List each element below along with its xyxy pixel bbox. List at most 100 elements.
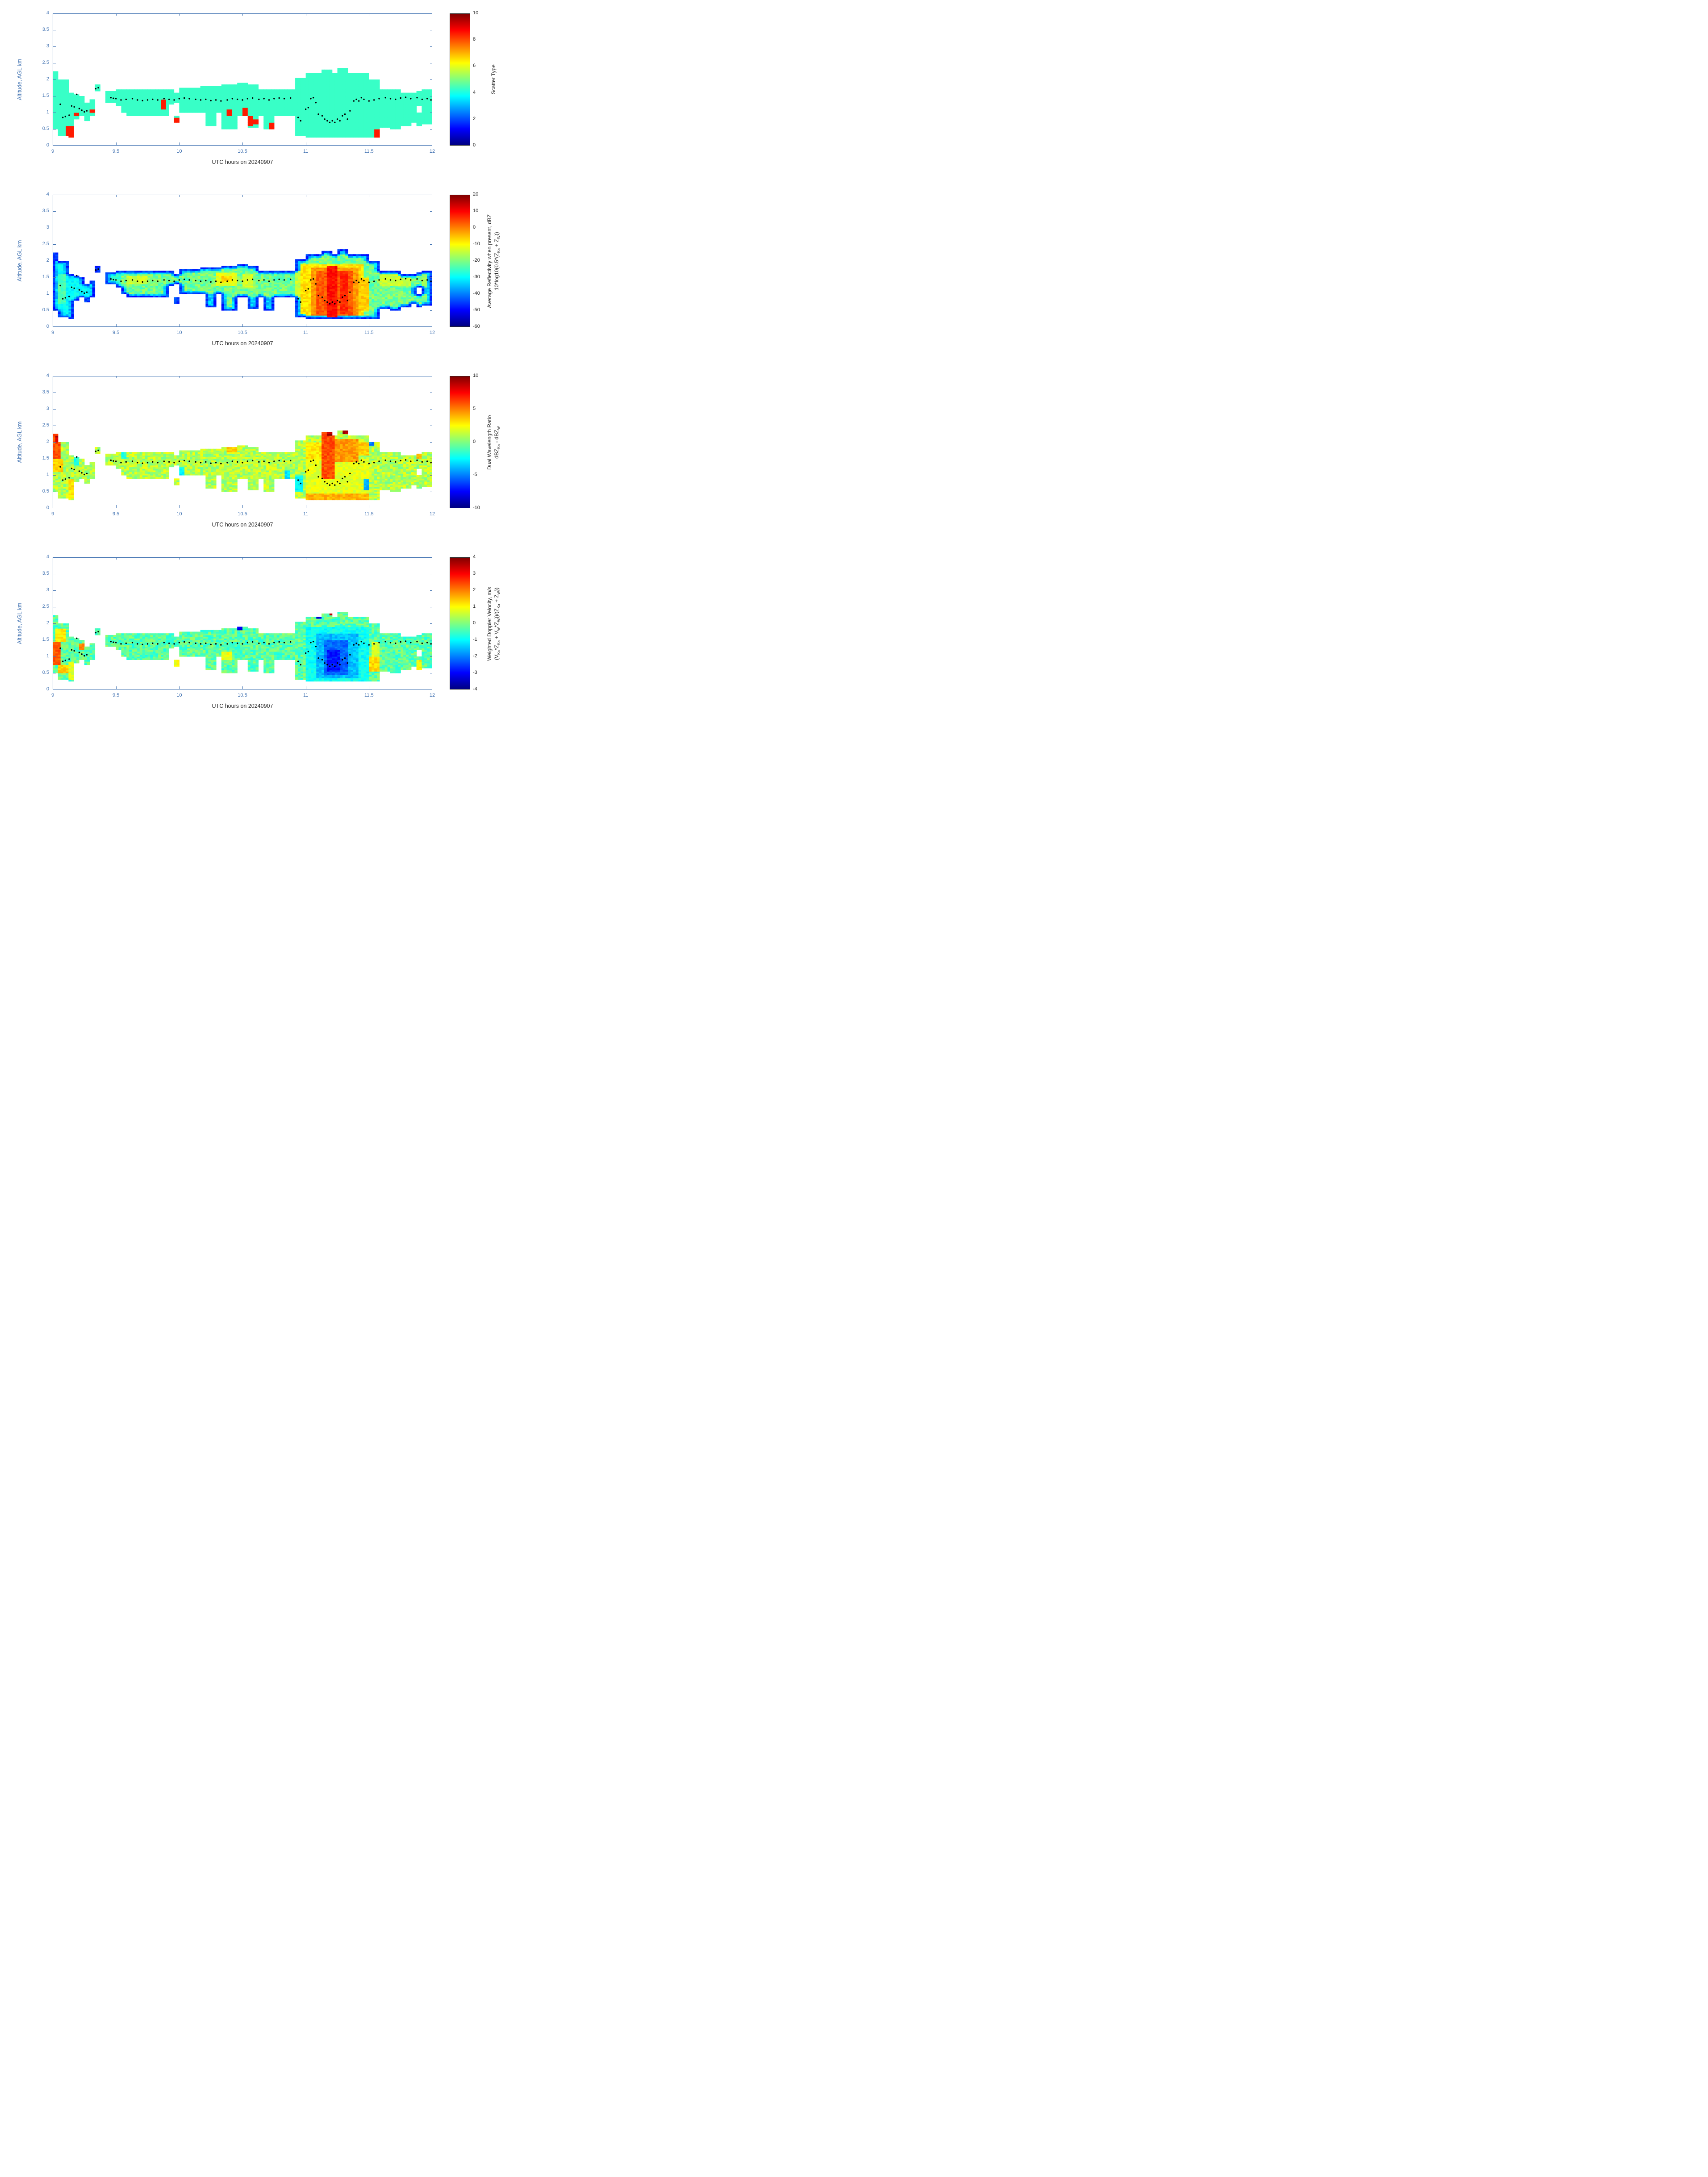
- y-tick-label: 0: [46, 686, 49, 692]
- colorbar-tick-label: -2: [473, 653, 477, 659]
- y-tick-label: 0: [46, 142, 49, 148]
- x-tick-label: 10.5: [238, 149, 247, 154]
- colorbar-tick-label: -10: [473, 505, 480, 510]
- x-tick-label: 9: [51, 693, 54, 698]
- y-tick-label: 3.5: [42, 208, 49, 213]
- colorbar-label: Scatter Type: [490, 0, 497, 182]
- y-tick-label: 1.5: [42, 274, 49, 280]
- colorbar-canvas: [450, 376, 470, 508]
- colorbar: [450, 13, 470, 146]
- x-tick-label: 11.5: [364, 149, 374, 154]
- y-tick-label: 3.5: [42, 27, 49, 32]
- y-tick-label: 1: [46, 109, 49, 115]
- colorbar-tick-label: 3: [473, 571, 476, 576]
- colorbar-label-line: Scatter Type: [490, 64, 497, 95]
- y-tick-label: 0: [46, 324, 49, 329]
- y-tick-label: 0.5: [42, 126, 49, 131]
- colorbar-label-line: Average Reflectivity when present, dBZ: [486, 214, 493, 308]
- panel-scatter-type: Altitude, AGL km Scatter Type UTC hours …: [0, 0, 569, 181]
- x-tick-label: 10: [176, 149, 182, 154]
- x-tick-label: 12: [429, 693, 435, 698]
- y-tick-label: 0.5: [42, 670, 49, 675]
- colorbar-tick-label: 10: [473, 10, 479, 16]
- x-tick-label: 12: [429, 149, 435, 154]
- colorbar-label-line: (VKa*ZKa + VW*ZW))/(ZKa + ZW)): [493, 587, 501, 660]
- colorbar-tick-label: 2: [473, 587, 476, 593]
- y-tick-label: 0: [46, 505, 49, 510]
- colorbar-canvas: [450, 13, 470, 146]
- x-axis-label: UTC hours on 20240907: [212, 159, 273, 165]
- y-tick-label: 4: [46, 554, 49, 560]
- x-axis-label: UTC hours on 20240907: [212, 340, 273, 347]
- y-tick-label: 1: [46, 291, 49, 296]
- plot-area: [53, 557, 432, 689]
- colorbar-tick-label: 8: [473, 37, 476, 42]
- y-tick-label: 2.5: [42, 241, 49, 247]
- plot-area: [53, 195, 432, 327]
- y-tick-label: 2.5: [42, 60, 49, 65]
- x-tick-label: 9: [51, 330, 54, 335]
- x-tick-label: 12: [429, 511, 435, 517]
- colorbar-tick-label: 4: [473, 89, 476, 95]
- x-tick-label: 11: [303, 511, 309, 517]
- y-tick-label: 4: [46, 192, 49, 197]
- x-tick-label: 10.5: [238, 511, 247, 517]
- x-tick-label: 9: [51, 149, 54, 154]
- x-axis-label: UTC hours on 20240907: [212, 522, 273, 528]
- x-tick-label: 11.5: [364, 330, 374, 335]
- colorbar-label-line: Weighted Doppler Velocity, m/s: [486, 586, 493, 661]
- x-tick-label: 9.5: [113, 149, 120, 154]
- y-tick-label: 4: [46, 373, 49, 378]
- y-tick-label: 3: [46, 225, 49, 230]
- x-tick-label: 11.5: [364, 693, 374, 698]
- colorbar-label-line: 10*log10(0.5*(ZKa + ZW)): [493, 232, 501, 291]
- colorbar-label: Average Reflectivity when present, dBZ 10…: [486, 159, 501, 364]
- colorbar-tick-label: 1: [473, 604, 476, 609]
- y-tick-label: 2: [46, 258, 49, 263]
- colorbar-tick-label: 0: [473, 225, 476, 230]
- y-tick-label: 2: [46, 620, 49, 626]
- y-tick-label: 3.5: [42, 389, 49, 395]
- colorbar-tick-label: -4: [473, 686, 477, 692]
- y-axis-label: Altitude, AGL km: [17, 602, 23, 644]
- plot-area: [53, 13, 432, 146]
- colorbar-tick-label: -30: [473, 274, 480, 280]
- x-tick-label: 11: [303, 149, 309, 154]
- x-tick-label: 9.5: [113, 330, 120, 335]
- colorbar-tick-label: 0: [473, 142, 476, 148]
- y-tick-label: 3: [46, 587, 49, 593]
- y-tick-label: 0.5: [42, 307, 49, 313]
- colorbar-tick-label: -20: [473, 258, 480, 263]
- colorbar-label-line: Dual Wavelength Ratio: [486, 415, 493, 470]
- x-axis-label: UTC hours on 20240907: [212, 703, 273, 709]
- y-tick-label: 3: [46, 43, 49, 49]
- x-tick-label: 10: [176, 511, 182, 517]
- x-tick-label: 10.5: [238, 693, 247, 698]
- x-tick-label: 11.5: [364, 511, 374, 517]
- y-tick-label: 1.5: [42, 93, 49, 98]
- colorbar: [450, 557, 470, 689]
- colorbar-tick-label: 2: [473, 116, 476, 121]
- x-tick-label: 10.5: [238, 330, 247, 335]
- y-tick-label: 1: [46, 472, 49, 477]
- x-tick-label: 12: [429, 330, 435, 335]
- y-tick-label: 1: [46, 653, 49, 659]
- colorbar-tick-label: -10: [473, 241, 480, 247]
- colorbar-tick-label: 10: [473, 208, 479, 213]
- x-tick-label: 10: [176, 330, 182, 335]
- panel-reflectivity: Altitude, AGL km Average Reflectivity wh…: [0, 181, 569, 363]
- x-tick-label: 9.5: [113, 511, 120, 517]
- x-tick-label: 9.5: [113, 693, 120, 698]
- y-tick-label: 3: [46, 406, 49, 411]
- panel-dual-wavelength-ratio: Altitude, AGL km Dual Wavelength Ratio dB…: [0, 363, 569, 544]
- x-tick-label: 10: [176, 693, 182, 698]
- colorbar-tick-label: 4: [473, 554, 476, 560]
- colorbar-tick-label: 0: [473, 439, 476, 444]
- colorbar-tick-label: -1: [473, 637, 477, 642]
- colorbar-tick-label: 5: [473, 406, 476, 411]
- y-tick-label: 2: [46, 439, 49, 444]
- colorbar: [450, 376, 470, 508]
- colorbar-tick-label: -50: [473, 307, 480, 313]
- heatmap-canvas: [53, 195, 432, 327]
- y-tick-label: 1.5: [42, 455, 49, 461]
